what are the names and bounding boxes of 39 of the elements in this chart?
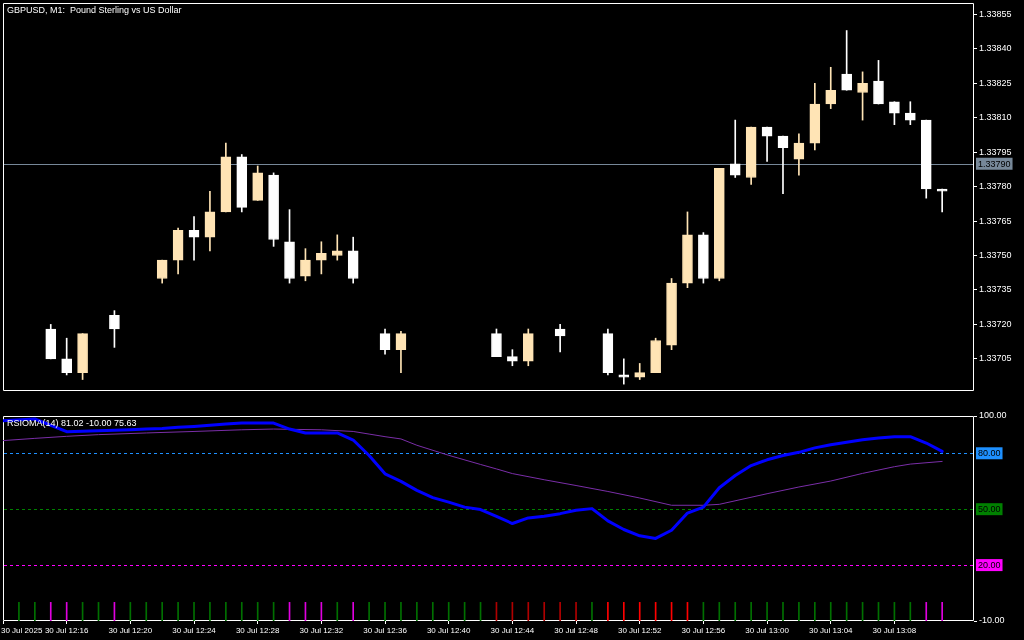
- ref-line-label: 1.33790: [978, 158, 1011, 169]
- y-tick-label: 1.33720: [979, 318, 1012, 329]
- x-tick-label: 30 Jul 12:20: [108, 626, 153, 636]
- x-tick-label: 30 Jul 13:04: [808, 626, 854, 636]
- y-tick-label: 1.33705: [979, 353, 1012, 364]
- y-tick-label: 1.33855: [979, 8, 1012, 19]
- y-tick-label: 1.33840: [979, 43, 1012, 54]
- candlestick: [729, 119, 741, 178]
- y-tick-label: 1.33735: [979, 284, 1012, 295]
- x-tick-label: 30 Jul 13:08: [872, 626, 917, 636]
- x-tick-label: 30 Jul 13:00: [745, 626, 790, 636]
- x-tick-label: 30 Jul 12:52: [617, 626, 663, 636]
- y-tick-label: 1.33825: [979, 77, 1012, 88]
- y-tick-label: 1.33750: [979, 250, 1012, 261]
- y-tick-label: 1.33765: [979, 215, 1012, 226]
- x-tick-label: 30 Jul 12:36: [363, 626, 408, 636]
- candlestick: [331, 234, 343, 261]
- ref-line-label: 20.00: [978, 560, 1001, 571]
- y-tick-label: -10.00: [979, 615, 1005, 626]
- ref-line-label: 80.00: [978, 448, 1001, 459]
- ref-line-label: 50.00: [978, 504, 1001, 515]
- y-tick-label: 1.33810: [979, 112, 1012, 123]
- x-tick-label: 30 Jul 12:56: [681, 626, 726, 636]
- y-tick-label: 1.33780: [979, 181, 1012, 192]
- y-tick-label: 100.00: [979, 410, 1007, 421]
- x-tick-label: 30 Jul 12:40: [426, 626, 472, 636]
- x-tick-label: 30 Jul 12:32: [299, 626, 344, 636]
- x-tick-label: 30 Jul 12:48: [554, 626, 599, 636]
- candlestick: [936, 188, 948, 213]
- chart-title: GBPUSD, M1: Pound Sterling vs US Dollar: [7, 5, 182, 16]
- x-tick-label: 30 Jul 12:28: [235, 626, 281, 636]
- y-tick-label: 1.33795: [979, 146, 1012, 157]
- candlestick: [777, 135, 789, 194]
- candlestick: [618, 358, 630, 385]
- x-tick-label: 30 Jul 12:44: [490, 626, 535, 636]
- candlestick: [188, 216, 200, 261]
- x-tick-label: 30 Jul 12:16: [44, 626, 90, 636]
- x-tick-label: 30 Jul 12:24: [172, 626, 217, 636]
- x-tick-label: 30 Jul 2025: [1, 626, 43, 636]
